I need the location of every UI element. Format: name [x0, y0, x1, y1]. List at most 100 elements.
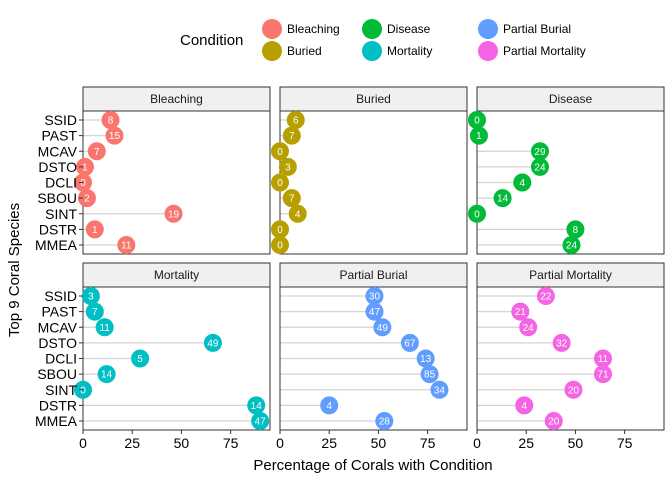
y-tick-label: PAST: [41, 304, 77, 320]
data-point: [373, 318, 392, 337]
data-label: 7: [289, 194, 295, 205]
data-point: [131, 349, 150, 368]
panel-border: [279, 110, 468, 255]
data-point: [203, 333, 222, 352]
data-point: [85, 302, 104, 321]
data-label: 14: [497, 194, 509, 205]
data-label: 28: [379, 417, 391, 428]
data-label: 20: [548, 417, 560, 428]
data-point: [164, 204, 183, 223]
data-point: [81, 287, 100, 305]
data-label: 14: [251, 401, 263, 412]
data-label: 0: [277, 147, 283, 158]
data-label: 5: [137, 354, 143, 365]
data-point: [271, 142, 289, 161]
data-point: [365, 287, 384, 305]
y-tick-label: SINT: [45, 206, 77, 222]
x-tick-label: 50: [568, 435, 584, 451]
data-point: [416, 349, 435, 368]
data-point: [271, 236, 289, 254]
y-tick-label: MCAV: [38, 319, 78, 335]
legend-label: Partial Mortality: [503, 44, 586, 58]
data-label: 8: [573, 225, 579, 236]
legend-title: Condition: [180, 32, 243, 49]
data-point: [85, 220, 104, 239]
data-label: 29: [534, 147, 546, 158]
data-label: 13: [420, 354, 432, 365]
data-label: 14: [101, 370, 113, 381]
legend-label: Mortality: [387, 44, 432, 58]
data-point: [271, 220, 289, 239]
data-point: [530, 157, 549, 176]
data-point: [77, 189, 96, 208]
data-label: 7: [289, 131, 295, 142]
x-tick-label: 25: [321, 435, 337, 451]
data-label: 6: [293, 116, 299, 127]
facet-panel: Disease 0 1 29 24 4 14 0 8 24: [468, 86, 665, 255]
data-point: [105, 126, 124, 145]
y-tick-label: MMEA: [35, 413, 78, 429]
data-label: 34: [434, 385, 446, 396]
data-point: [544, 412, 563, 430]
y-tick-label: MCAV: [38, 143, 78, 159]
y-tick-label: SBOU: [37, 366, 77, 382]
facet-strip: [82, 86, 271, 112]
facet-panel: Partial Burial 30 47 49 67 13 85 34 4 28 0 25 50 75: [276, 262, 468, 451]
data-label: 3: [88, 292, 94, 303]
legend-key: [262, 19, 282, 39]
x-tick-label: 75: [617, 435, 633, 451]
data-point: [519, 318, 538, 337]
legend-item: Buried: [262, 41, 322, 61]
legend-label: Disease: [387, 22, 431, 36]
legend-key: [478, 41, 498, 61]
facet-strip-label: Buried: [356, 92, 391, 106]
panel-border: [476, 110, 665, 255]
data-label: 32: [556, 338, 568, 349]
legend-item: Partial Mortality: [478, 41, 586, 61]
data-label: 4: [521, 401, 527, 412]
data-point: [468, 111, 486, 129]
data-label: 4: [326, 401, 332, 412]
data-label: 15: [109, 131, 121, 142]
data-point: [320, 396, 339, 415]
data-label: 0: [474, 209, 480, 220]
data-label: 24: [523, 323, 535, 334]
legend-label: Partial Burial: [503, 22, 571, 36]
data-point: [536, 287, 555, 305]
data-label: 30: [369, 292, 381, 303]
facet-strip-label: Bleaching: [150, 92, 203, 106]
legend: Condition Bleaching Buried Disease Mortalit…: [180, 19, 586, 61]
x-tick-label: 25: [124, 435, 140, 451]
data-point: [282, 189, 301, 208]
legend-item: Bleaching: [262, 19, 340, 39]
data-point: [278, 157, 297, 176]
data-point: [87, 142, 106, 161]
facet-strip: [279, 86, 468, 112]
data-point: [400, 333, 419, 352]
data-point: [75, 157, 94, 176]
data-label: 0: [277, 241, 283, 252]
data-label: 21: [515, 307, 527, 318]
data-point: [515, 396, 534, 415]
data-point: [513, 173, 532, 192]
data-label: 4: [295, 209, 301, 220]
data-label: 71: [597, 370, 609, 381]
x-tick-label: 50: [371, 435, 387, 451]
data-point: [420, 365, 439, 384]
data-label: 49: [377, 323, 389, 334]
legend-key: [478, 19, 498, 39]
data-label: 2: [84, 194, 90, 205]
data-label: 1: [82, 162, 88, 173]
data-point: [493, 189, 512, 208]
y-axis-title: Top 9 Coral Species: [6, 203, 23, 337]
data-point: [117, 236, 136, 254]
data-point: [430, 380, 449, 399]
data-label: 4: [519, 178, 525, 189]
data-label: 85: [424, 370, 436, 381]
y-tick-label: SSID: [44, 288, 77, 304]
data-point: [562, 236, 581, 254]
legend-key: [362, 41, 382, 61]
legend-label: Buried: [287, 44, 322, 58]
